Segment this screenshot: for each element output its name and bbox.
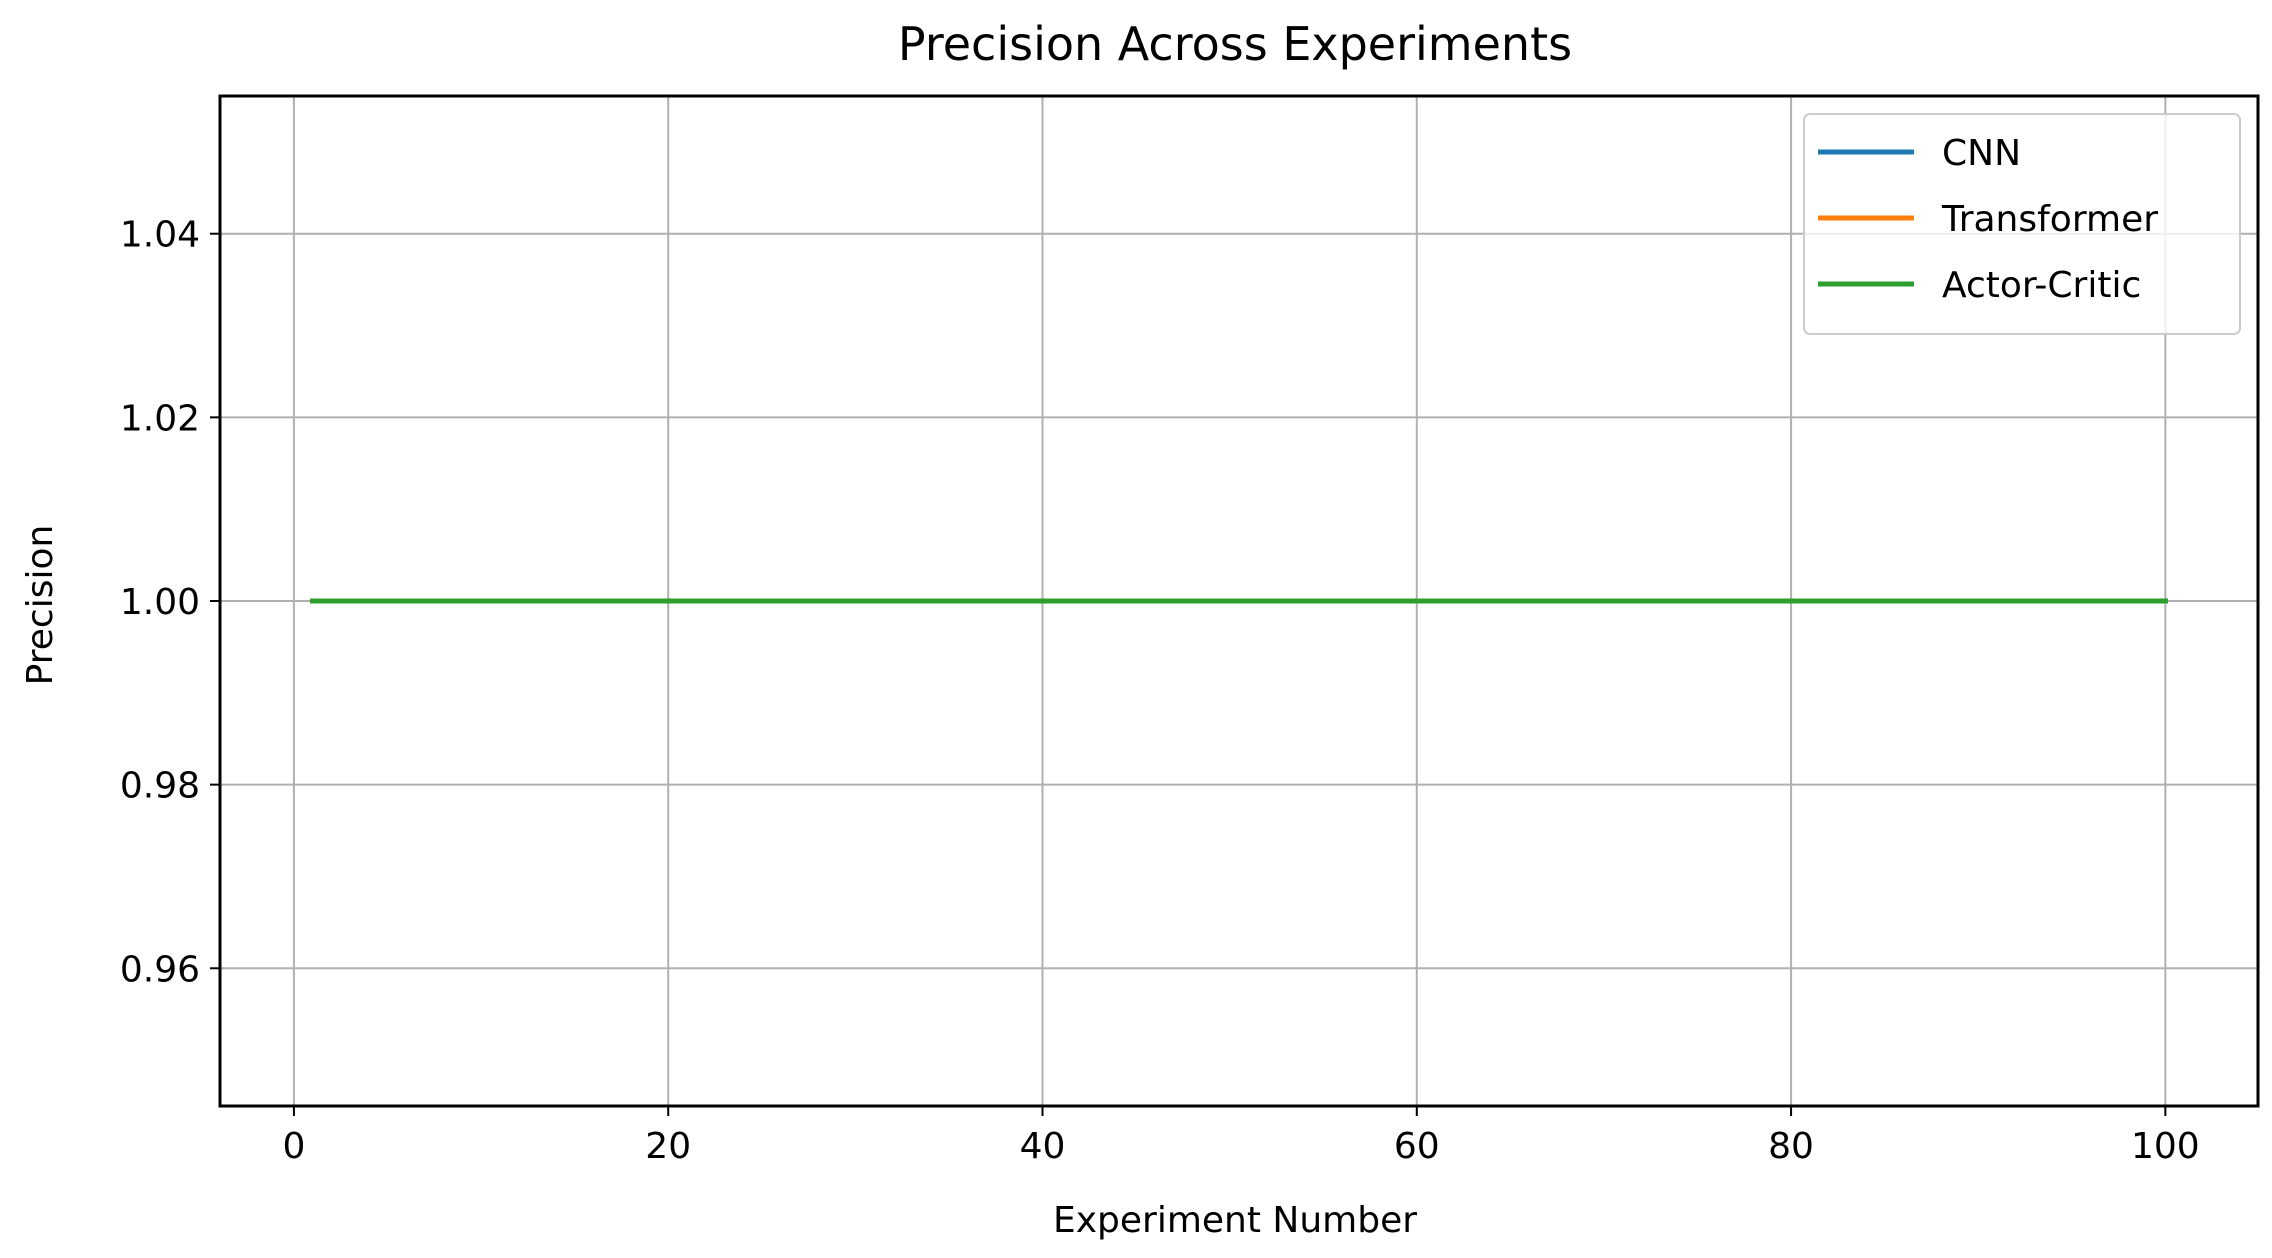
y-tick-label: 1.00 — [120, 582, 200, 623]
legend: CNN Transformer Actor-Critic — [1803, 113, 2241, 335]
y-tick-label: 1.04 — [120, 215, 200, 256]
x-axis-label: Experiment Number — [1053, 1200, 1417, 1241]
y-tick-label: 0.98 — [120, 766, 200, 807]
y-tick-label: 0.96 — [120, 949, 200, 990]
x-tick-label: 60 — [1394, 1126, 1440, 1167]
axis-ticks: 0 20 40 60 80 100 0.96 0.98 1.00 1.02 1.04 — [120, 215, 2200, 1167]
x-tick-label: 20 — [645, 1126, 691, 1167]
x-tick-label: 100 — [2131, 1126, 2200, 1167]
x-tick-label: 80 — [1768, 1126, 1814, 1167]
y-axis-label: Precision — [20, 525, 61, 686]
legend-label-actor-critic: Actor-Critic — [1942, 265, 2141, 306]
legend-label-transformer: Transformer — [1941, 199, 2158, 240]
chart-title: Precision Across Experiments — [898, 17, 1572, 71]
y-tick-label: 1.02 — [120, 398, 200, 439]
x-tick-label: 0 — [282, 1126, 305, 1167]
x-tick-label: 40 — [1020, 1126, 1066, 1167]
legend-label-cnn: CNN — [1942, 133, 2021, 174]
legend-box — [1803, 113, 2241, 335]
